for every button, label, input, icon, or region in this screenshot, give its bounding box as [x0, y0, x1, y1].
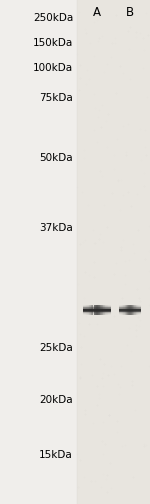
Bar — [99, 305, 100, 315]
Bar — [129, 305, 130, 315]
Bar — [136, 305, 137, 315]
Text: 75kDa: 75kDa — [39, 93, 73, 103]
Text: 25kDa: 25kDa — [39, 343, 73, 353]
Bar — [90, 305, 91, 315]
Bar — [95, 305, 96, 315]
Bar — [126, 305, 127, 315]
Bar — [96, 305, 97, 315]
Bar — [101, 305, 102, 315]
Text: 250kDa: 250kDa — [33, 13, 73, 23]
Bar — [122, 305, 123, 315]
Bar — [100, 305, 101, 315]
Bar — [77, 0, 150, 504]
Bar — [109, 305, 110, 315]
Text: 37kDa: 37kDa — [39, 223, 73, 233]
Bar — [124, 305, 125, 315]
Text: A: A — [93, 6, 101, 19]
Text: 150kDa: 150kDa — [33, 38, 73, 48]
Bar — [127, 305, 128, 315]
Bar — [94, 305, 95, 315]
Bar — [125, 305, 126, 315]
Bar — [103, 305, 104, 315]
Bar — [108, 305, 109, 315]
Bar — [110, 305, 111, 315]
Bar — [106, 305, 107, 315]
Bar — [105, 305, 106, 315]
Bar — [88, 305, 89, 315]
Bar — [97, 305, 98, 315]
Bar — [84, 305, 85, 315]
Text: 20kDa: 20kDa — [39, 395, 73, 405]
Bar — [131, 305, 132, 315]
Bar — [128, 305, 129, 315]
Bar — [86, 305, 87, 315]
Bar — [121, 305, 122, 315]
Bar — [85, 305, 86, 315]
Bar — [92, 305, 93, 315]
Text: 15kDa: 15kDa — [39, 450, 73, 460]
Bar — [87, 305, 88, 315]
Bar — [98, 305, 99, 315]
Bar — [107, 305, 108, 315]
Bar — [93, 305, 94, 315]
Bar — [119, 305, 120, 315]
Bar — [134, 305, 135, 315]
Text: 50kDa: 50kDa — [39, 153, 73, 163]
Bar — [138, 305, 139, 315]
Bar — [140, 305, 141, 315]
Bar — [135, 305, 136, 315]
Bar — [133, 305, 134, 315]
Bar — [91, 305, 92, 315]
Text: B: B — [126, 6, 134, 19]
Bar — [83, 305, 84, 315]
Bar — [139, 305, 140, 315]
Bar — [132, 305, 133, 315]
Bar — [123, 305, 124, 315]
Bar — [120, 305, 121, 315]
Bar — [104, 305, 105, 315]
Bar — [102, 305, 103, 315]
Bar — [89, 305, 90, 315]
Text: 100kDa: 100kDa — [33, 63, 73, 73]
Bar — [137, 305, 138, 315]
Bar — [130, 305, 131, 315]
